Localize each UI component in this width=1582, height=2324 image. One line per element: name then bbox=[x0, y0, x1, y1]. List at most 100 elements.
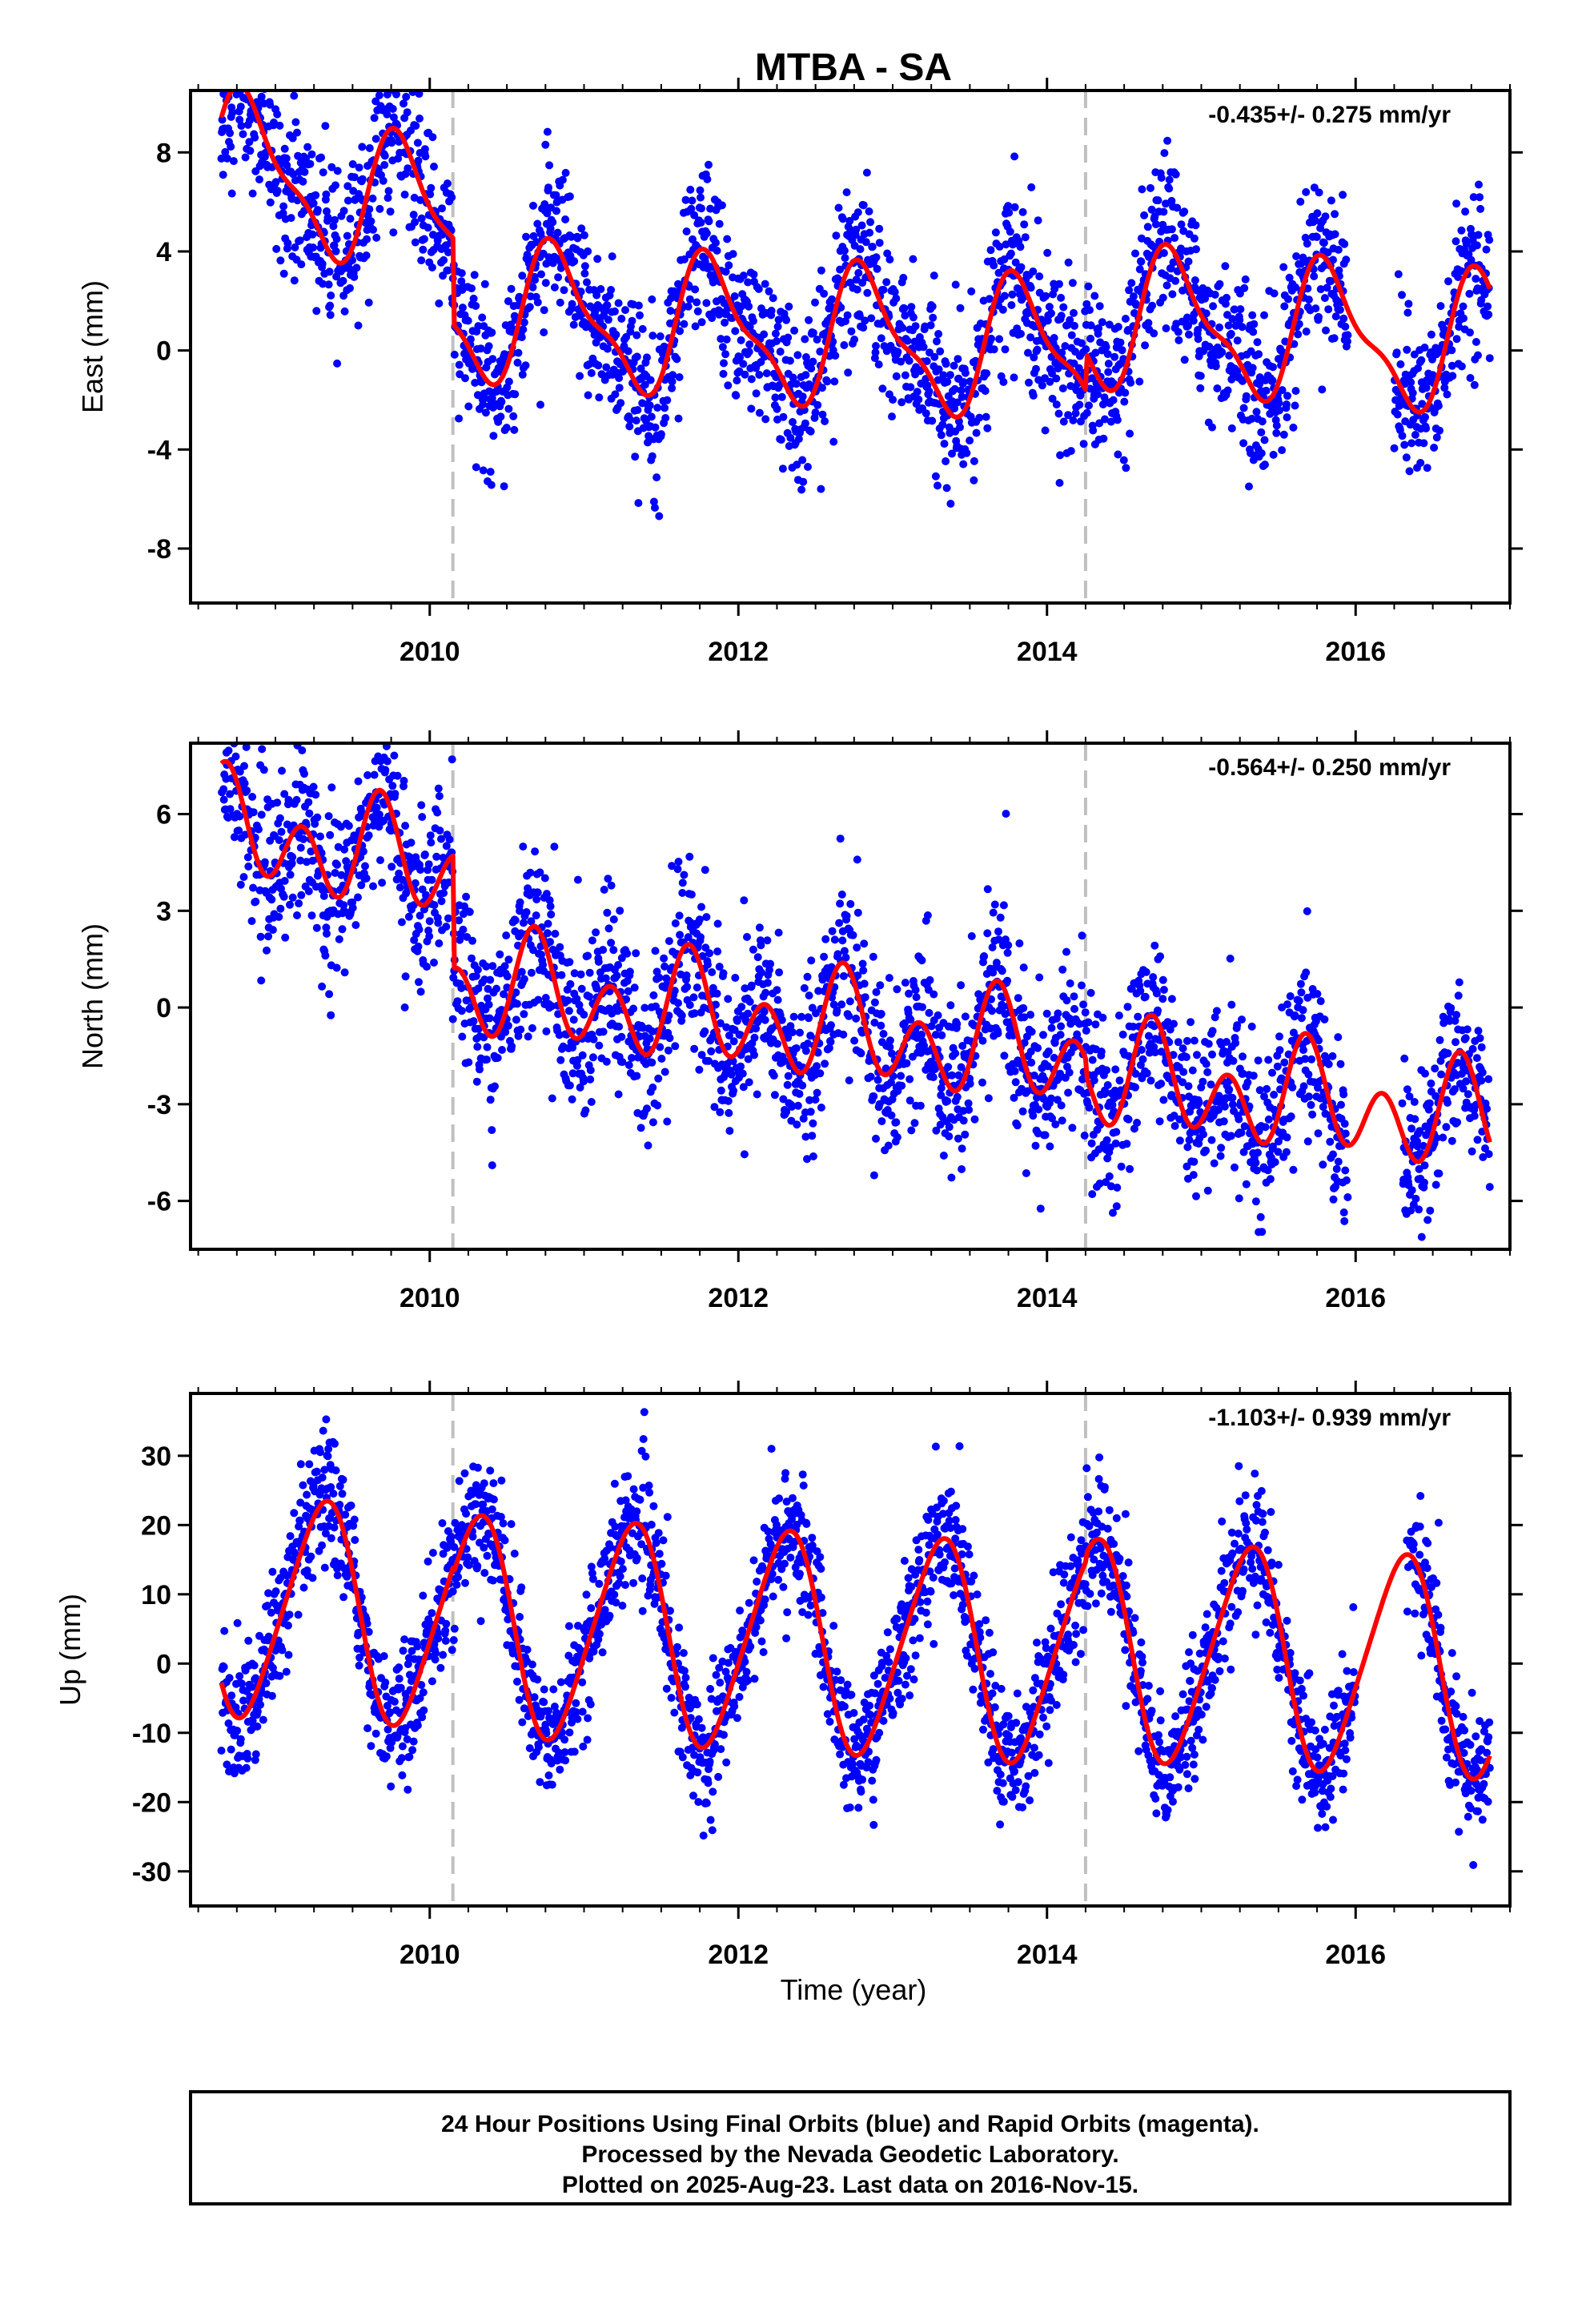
data-point bbox=[1191, 221, 1200, 230]
data-point bbox=[1032, 364, 1040, 373]
data-point bbox=[1238, 1015, 1246, 1024]
data-point bbox=[565, 958, 574, 967]
data-point bbox=[1159, 1096, 1168, 1104]
data-point bbox=[801, 419, 809, 428]
data-point bbox=[264, 932, 273, 941]
data-point bbox=[883, 249, 892, 258]
data-point bbox=[382, 743, 391, 750]
data-point bbox=[950, 384, 959, 393]
data-point bbox=[813, 1088, 821, 1097]
data-point bbox=[244, 862, 253, 870]
data-point bbox=[1258, 1228, 1267, 1236]
data-point bbox=[277, 827, 286, 836]
north-points bbox=[218, 743, 1494, 1241]
data-point bbox=[517, 333, 526, 342]
data-point bbox=[1296, 197, 1305, 206]
data-point bbox=[991, 228, 1000, 237]
data-point bbox=[1312, 233, 1321, 241]
data-point bbox=[309, 199, 318, 207]
data-point bbox=[809, 1119, 817, 1128]
data-point bbox=[1106, 417, 1115, 426]
data-point bbox=[1202, 309, 1211, 318]
data-point bbox=[872, 1134, 880, 1143]
data-point bbox=[417, 256, 426, 265]
data-point bbox=[839, 971, 848, 980]
data-point bbox=[731, 974, 740, 982]
data-point bbox=[835, 919, 844, 927]
data-point bbox=[1066, 447, 1075, 456]
data-point bbox=[1188, 1066, 1197, 1075]
data-point bbox=[1177, 220, 1186, 229]
data-point bbox=[1231, 321, 1240, 330]
data-point bbox=[577, 984, 586, 993]
data-point bbox=[616, 399, 625, 408]
data-point bbox=[1326, 1137, 1335, 1146]
data-point bbox=[938, 1031, 946, 1039]
data-point bbox=[789, 1028, 797, 1036]
data-point bbox=[845, 1076, 853, 1085]
data-point bbox=[1315, 188, 1323, 197]
data-point bbox=[1227, 375, 1236, 384]
data-point bbox=[869, 1092, 878, 1100]
data-point bbox=[799, 1114, 808, 1123]
data-point bbox=[577, 224, 586, 233]
data-point bbox=[503, 972, 512, 981]
data-point bbox=[390, 751, 399, 760]
data-point bbox=[1021, 233, 1030, 242]
data-point bbox=[1327, 196, 1335, 205]
data-point bbox=[801, 1132, 810, 1141]
data-point bbox=[731, 327, 740, 336]
data-point bbox=[1055, 479, 1064, 487]
data-point bbox=[1436, 302, 1445, 311]
data-point bbox=[435, 792, 444, 801]
data-point bbox=[796, 1028, 804, 1037]
data-point bbox=[607, 881, 616, 890]
data-point bbox=[327, 292, 335, 300]
data-point bbox=[930, 990, 938, 999]
data-point bbox=[1398, 291, 1406, 300]
data-point bbox=[586, 1075, 595, 1084]
data-point bbox=[1173, 203, 1182, 212]
data-point bbox=[1292, 252, 1301, 260]
data-point bbox=[395, 869, 404, 878]
data-point bbox=[1086, 334, 1095, 343]
east-y-axis-label: East (mm) bbox=[76, 280, 109, 413]
data-point bbox=[235, 767, 244, 776]
data-point bbox=[379, 176, 387, 185]
data-point bbox=[411, 238, 420, 247]
data-point bbox=[1008, 290, 1017, 299]
data-point bbox=[877, 1117, 886, 1126]
data-point bbox=[793, 460, 801, 469]
data-point bbox=[645, 401, 654, 410]
data-point bbox=[1220, 1102, 1229, 1111]
data-point bbox=[729, 1087, 738, 1095]
data-point bbox=[1227, 1000, 1236, 1009]
data-point bbox=[1118, 1030, 1127, 1039]
x-tick-label: 2010 bbox=[400, 637, 460, 667]
data-point bbox=[1275, 1046, 1284, 1055]
data-point bbox=[348, 256, 357, 264]
data-point bbox=[793, 1101, 802, 1110]
data-point bbox=[275, 913, 283, 921]
data-point bbox=[1114, 323, 1122, 332]
data-point bbox=[1239, 1052, 1247, 1061]
data-point bbox=[773, 986, 781, 995]
data-point bbox=[1010, 152, 1019, 161]
data-point bbox=[724, 995, 733, 1003]
data-point bbox=[752, 389, 761, 398]
data-point bbox=[281, 933, 290, 942]
data-point bbox=[905, 356, 913, 365]
data-point bbox=[290, 91, 299, 100]
data-point bbox=[648, 1058, 656, 1067]
data-point bbox=[279, 892, 288, 901]
data-point bbox=[798, 456, 807, 464]
data-point bbox=[306, 159, 315, 168]
data-point bbox=[448, 1015, 457, 1023]
data-point bbox=[1112, 1128, 1121, 1136]
data-point bbox=[541, 994, 550, 1002]
data-point bbox=[1245, 482, 1253, 491]
data-point bbox=[937, 1091, 946, 1100]
data-point bbox=[226, 805, 235, 814]
data-point bbox=[492, 984, 501, 993]
data-point bbox=[1211, 362, 1220, 371]
